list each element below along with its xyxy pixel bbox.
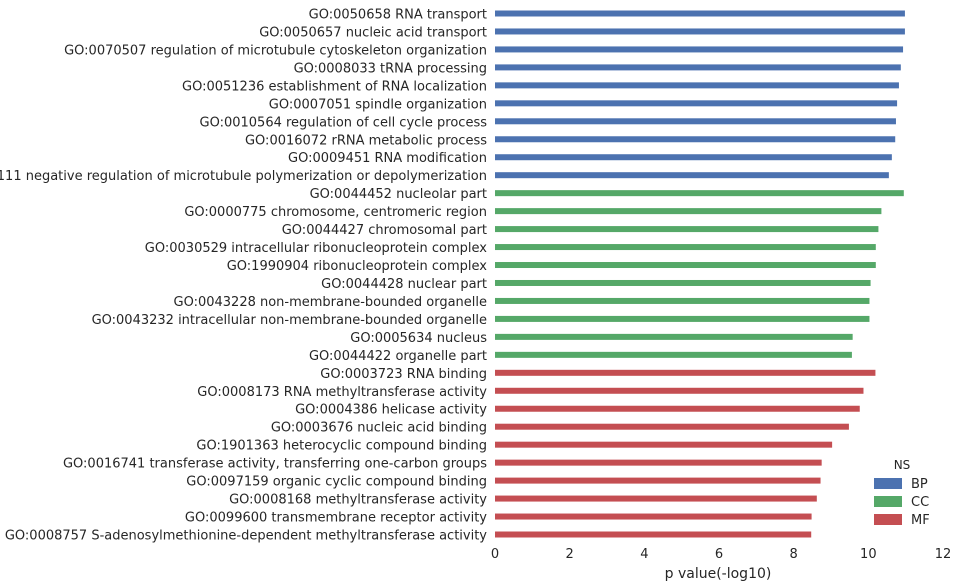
x-tick-label: 6 <box>715 547 723 562</box>
bar-cc <box>495 226 879 233</box>
category-label: GO:0007051 spindle organization <box>269 97 487 112</box>
category-label: GO:0003723 RNA binding <box>320 367 487 382</box>
legend-swatch-cc <box>874 496 902 507</box>
x-axis: 0 2 4 6 8 10 12 <box>491 547 951 562</box>
category-label: GO:0008757 S-adenosylmethionine-dependen… <box>5 529 487 544</box>
legend-label-mf: MF <box>911 513 930 528</box>
bar-mf <box>495 405 860 412</box>
bar-bp <box>495 28 905 35</box>
bar-mf <box>495 495 817 502</box>
category-label: GO:0000775 chromosome, centromeric regio… <box>184 205 487 220</box>
category-label: GO:1990904 ribonucleoprotein complex <box>227 259 488 274</box>
x-tick-label: 0 <box>491 547 499 562</box>
category-label: GO:1901363 heterocyclic compound binding <box>196 439 487 454</box>
category-label: GO:0005634 nucleus <box>350 331 487 346</box>
x-axis-title: p value(-log10) <box>665 566 772 582</box>
legend-title: NS <box>894 458 911 472</box>
bar-bp <box>495 64 901 71</box>
legend: NS BP CC MF <box>874 458 930 528</box>
x-tick-label: 4 <box>640 547 648 562</box>
category-label: GO:0044428 nuclear part <box>321 277 487 292</box>
legend-label-cc: CC <box>911 495 929 510</box>
category-label: GO:0010564 regulation of cell cycle proc… <box>200 115 488 130</box>
category-label: GO:0043228 non-membrane-bounded organell… <box>174 295 488 310</box>
category-label: GO:0099600 transmembrane receptor activi… <box>185 511 487 526</box>
bar-mf <box>495 513 812 520</box>
bar-mf <box>495 387 864 394</box>
bar-cc <box>495 244 876 251</box>
category-label: GO:0003676 nucleic acid binding <box>271 421 487 436</box>
x-tick-label: 12 <box>935 547 952 562</box>
bar-bp <box>495 46 904 53</box>
category-label: GO:0031111 negative regulation of microt… <box>0 169 487 184</box>
legend-label-bp: BP <box>911 477 928 492</box>
bar-mf <box>495 369 876 376</box>
x-tick-label: 10 <box>860 547 877 562</box>
bar-mf <box>495 441 833 448</box>
bar-bp <box>495 172 889 179</box>
x-tick-label: 8 <box>790 547 798 562</box>
category-label: GO:0016741 transferase activity, transfe… <box>63 457 487 472</box>
bar-bp <box>495 136 896 143</box>
category-label: GO:0051236 establishment of RNA localiza… <box>182 79 487 94</box>
category-label: GO:0008173 RNA methyltransferase activit… <box>197 385 487 400</box>
bar-bp <box>495 82 899 89</box>
x-tick-label: 2 <box>566 547 574 562</box>
category-label: GO:0008033 tRNA processing <box>294 61 487 76</box>
legend-swatch-mf <box>874 514 902 525</box>
bars-layer <box>495 10 905 538</box>
bar-bp <box>495 118 896 125</box>
bar-mf <box>495 423 849 430</box>
category-label: GO:0050657 nucleic acid transport <box>259 25 487 40</box>
bar-cc <box>495 262 876 269</box>
category-label: GO:0044422 organelle part <box>309 349 487 364</box>
bar-cc <box>495 297 870 304</box>
category-label: GO:0043232 intracellular non-membrane-bo… <box>92 313 487 328</box>
category-label: GO:0044427 chromosomal part <box>282 223 487 238</box>
bar-cc <box>495 208 882 215</box>
bar-cc <box>495 279 871 286</box>
category-label: GO:0008168 methyltransferase activity <box>229 493 487 508</box>
category-label: GO:0009451 RNA modification <box>288 151 487 166</box>
category-label: GO:0070507 regulation of microtubule cyt… <box>64 43 487 58</box>
bar-mf <box>495 459 822 466</box>
category-label: GO:0050658 RNA transport <box>309 8 487 23</box>
bar-cc <box>495 333 853 340</box>
bar-mf <box>495 477 821 484</box>
category-label: GO:0016072 rRNA metabolic process <box>245 133 487 148</box>
category-label: GO:0004386 helicase activity <box>295 403 487 418</box>
bar-cc <box>495 351 852 358</box>
bar-bp <box>495 10 905 17</box>
category-labels: GO:0050658 RNA transport GO:0050657 nucle… <box>0 8 487 544</box>
bar-mf <box>495 531 812 538</box>
bar-cc <box>495 315 870 322</box>
category-label: GO:0030529 intracellular ribonucleoprote… <box>145 241 488 256</box>
category-label: GO:0044452 nucleolar part <box>310 187 487 202</box>
legend-swatch-bp <box>874 478 902 489</box>
bar-cc <box>495 190 904 197</box>
category-label: GO:0097159 organic cyclic compound bindi… <box>186 475 487 490</box>
bar-bp <box>495 154 892 161</box>
bar-bp <box>495 100 898 107</box>
